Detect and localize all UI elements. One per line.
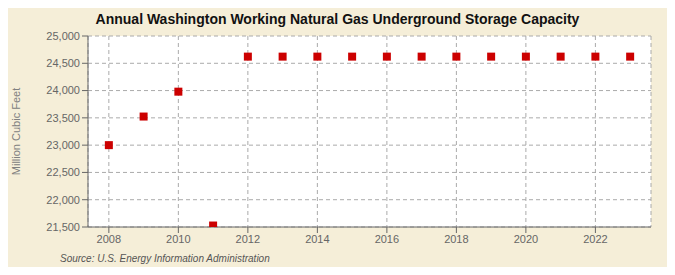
svg-text:21,500: 21,500 xyxy=(46,221,80,233)
svg-text:2018: 2018 xyxy=(444,233,468,245)
svg-text:2016: 2016 xyxy=(375,233,399,245)
svg-text:2014: 2014 xyxy=(305,233,329,245)
svg-text:23,500: 23,500 xyxy=(46,112,80,124)
svg-text:2008: 2008 xyxy=(97,233,121,245)
svg-text:22,000: 22,000 xyxy=(46,194,80,206)
svg-text:23,000: 23,000 xyxy=(46,139,80,151)
svg-text:24,500: 24,500 xyxy=(46,57,80,69)
svg-text:Million Cubic Feet: Million Cubic Feet xyxy=(10,88,22,175)
svg-text:2010: 2010 xyxy=(166,233,190,245)
svg-text:2012: 2012 xyxy=(236,233,260,245)
html-text:Annual Washington Working Natu: Annual Washington Working Natural Gas Un… xyxy=(95,11,580,27)
svg-text:25,000: 25,000 xyxy=(46,30,80,42)
svg-text:2020: 2020 xyxy=(514,233,538,245)
svg-text:22,500: 22,500 xyxy=(46,166,80,178)
svg-text:24,000: 24,000 xyxy=(46,84,80,96)
html-text:Source: U.S. Energy Informatio: Source: U.S. Energy Information Administ… xyxy=(60,253,270,264)
svg-text:2022: 2022 xyxy=(583,233,607,245)
